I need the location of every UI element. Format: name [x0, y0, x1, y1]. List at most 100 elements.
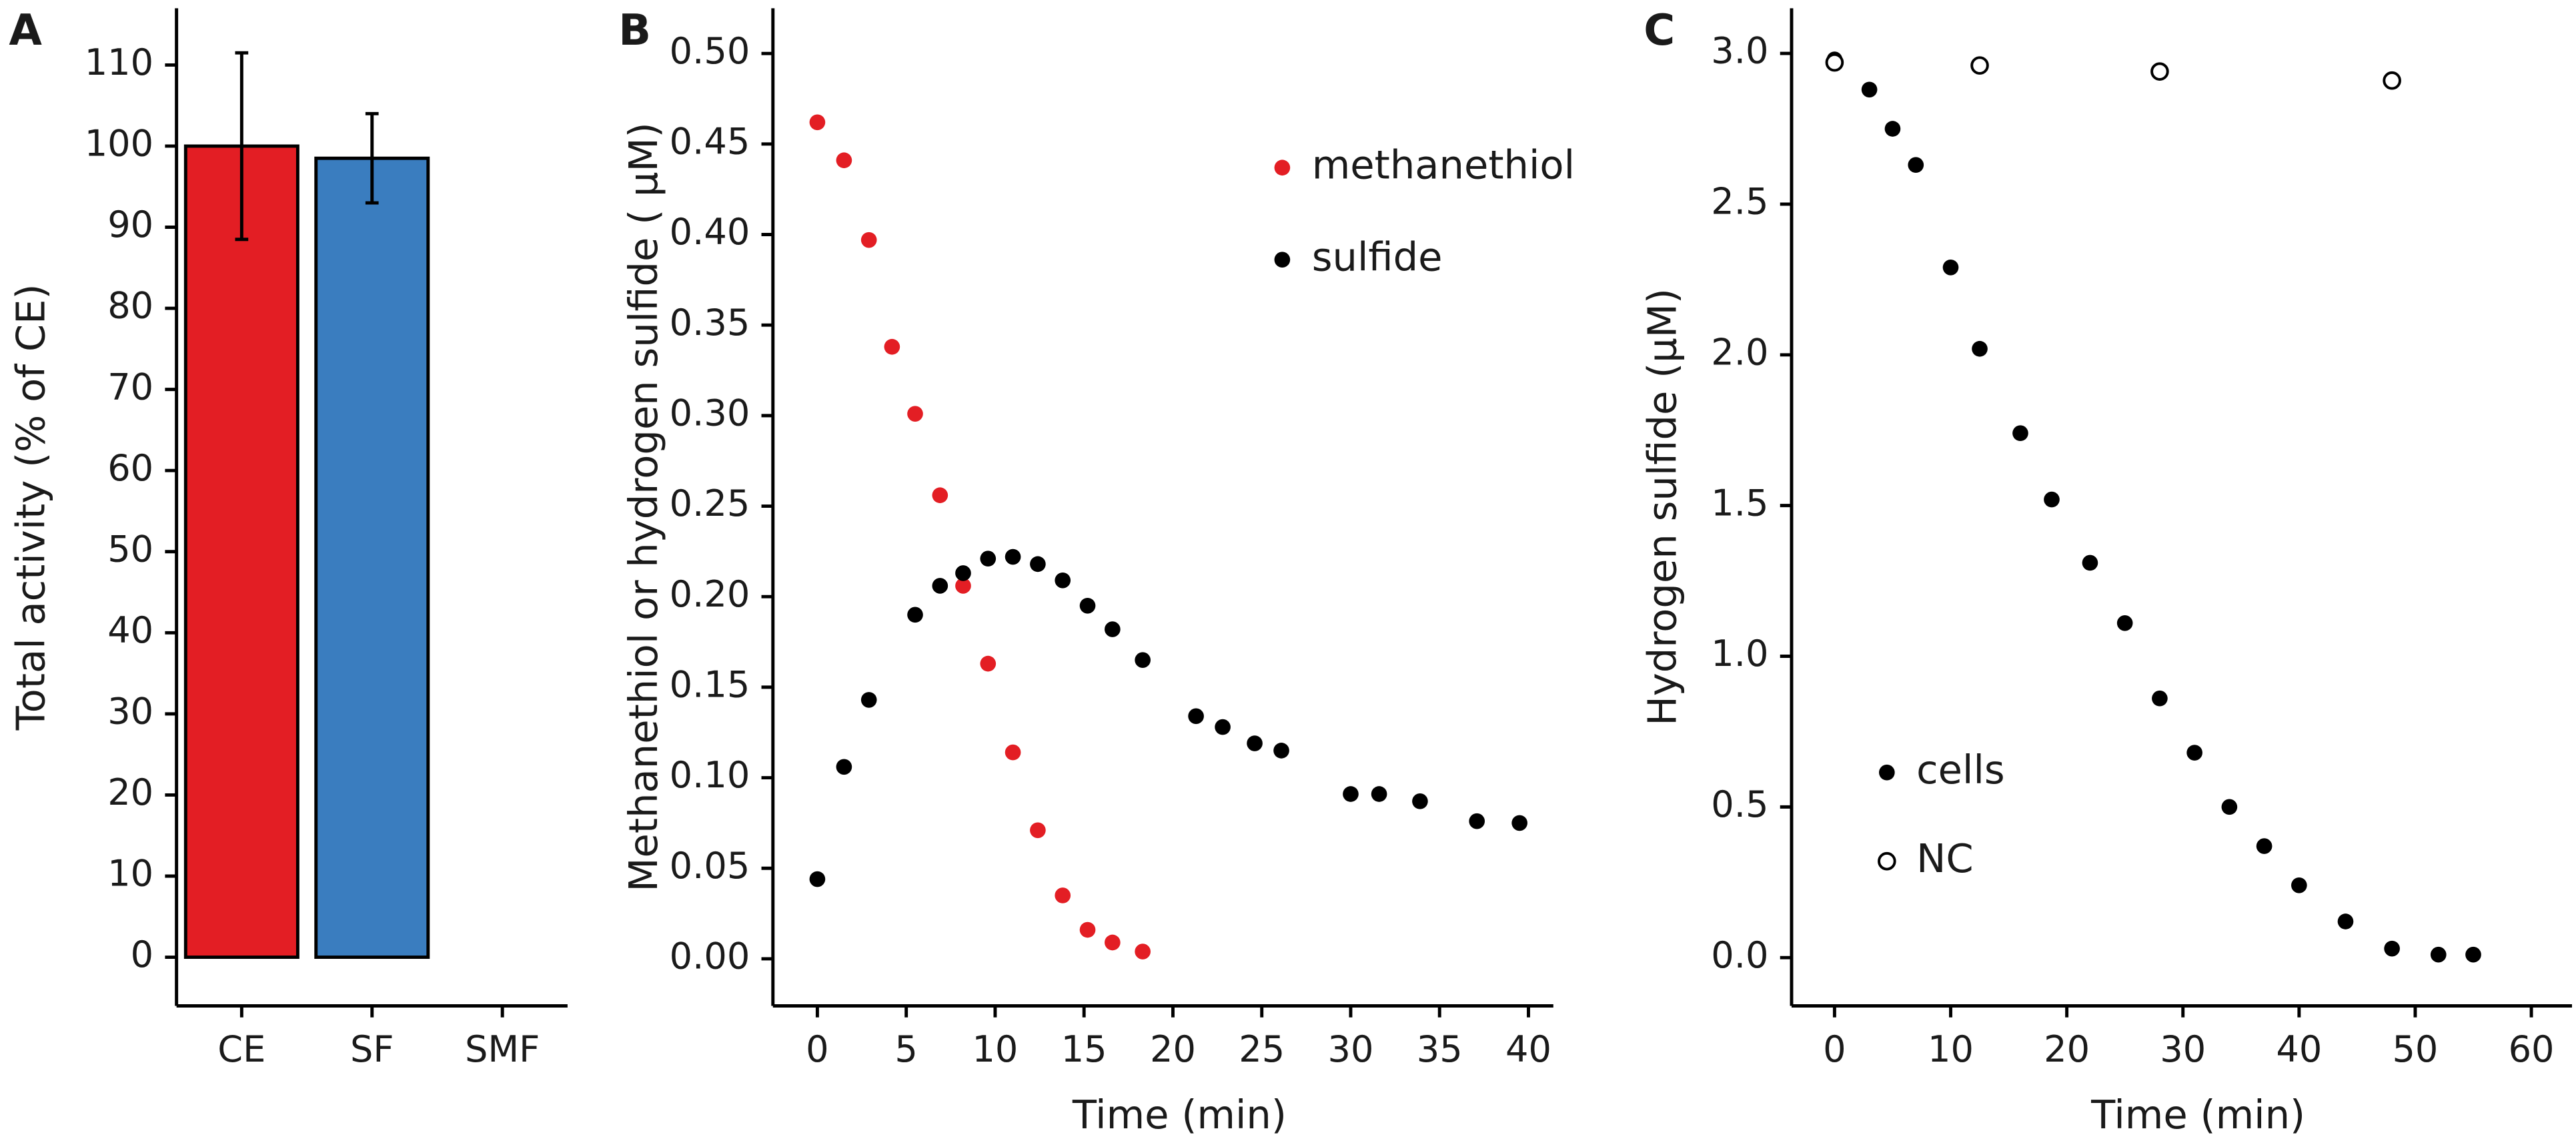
point: [1412, 793, 1428, 809]
point: [2384, 940, 2400, 957]
y-tick-label: 0.35: [670, 302, 750, 344]
point: [1215, 719, 1231, 735]
legend-marker: [1878, 851, 1896, 871]
point: [2465, 946, 2481, 963]
point: [860, 232, 877, 248]
y-tick-label: 0.25: [670, 482, 750, 524]
x-tick-label: 0: [1823, 1028, 1846, 1070]
legend-label: methanethiol: [1312, 141, 1575, 187]
point: [884, 338, 900, 355]
point: [1105, 621, 1121, 637]
y-tick-label: 110: [85, 41, 153, 83]
x-tick-label: SMF: [465, 1028, 540, 1070]
point: [1972, 340, 1988, 357]
point: [2186, 745, 2202, 761]
point: [1005, 744, 1021, 761]
point: [1273, 743, 1289, 759]
bar: [314, 156, 430, 960]
point: [2291, 877, 2307, 893]
point: [932, 578, 948, 594]
point: [1884, 121, 1901, 137]
x-tick-label: 20: [1150, 1028, 1196, 1070]
point: [809, 871, 826, 887]
x-tick-label: 25: [1239, 1028, 1285, 1070]
y-tick-label: 0.15: [670, 664, 750, 706]
y-tick-label: 100: [85, 123, 153, 165]
y-axis-title: Methanethiol or hydrogen sulfide ( μM): [620, 122, 666, 891]
y-tick-label: 0.20: [670, 573, 750, 615]
point: [2116, 615, 2133, 631]
point: [1135, 652, 1151, 669]
x-tick-label: 40: [2276, 1028, 2322, 1070]
legend-marker: [1879, 764, 1895, 781]
y-tick-label: 20: [107, 771, 153, 813]
x-tick-label: 35: [1417, 1028, 1463, 1070]
y-tick-label: 1.0: [1711, 633, 1768, 675]
point: [1343, 786, 1359, 802]
point: [2152, 690, 2168, 707]
y-tick-label: 50: [107, 528, 153, 570]
x-tick-label: 60: [2509, 1028, 2555, 1070]
point: [809, 114, 826, 131]
point: [1135, 943, 1151, 960]
y-tick-label: 30: [107, 691, 153, 733]
x-axis-title: Time (min): [2090, 1092, 2305, 1138]
x-tick-label: 15: [1061, 1028, 1107, 1070]
point: [2150, 62, 2169, 81]
point: [2012, 425, 2028, 442]
y-tick-label: 0.5: [1711, 783, 1768, 825]
y-tick-label: 0: [131, 933, 153, 976]
y-tick-label: 80: [107, 285, 153, 327]
point: [1970, 56, 1989, 75]
x-tick-label: 30: [2160, 1028, 2206, 1070]
point: [1908, 157, 1924, 173]
point: [980, 550, 997, 567]
point: [1055, 887, 1071, 903]
y-tick-label: 1.5: [1711, 482, 1768, 524]
legend-marker: [1274, 159, 1291, 176]
point: [1942, 259, 1959, 276]
bar: [183, 144, 299, 960]
point: [1247, 735, 1263, 751]
y-tick-label: 0.45: [670, 120, 750, 162]
point: [2221, 799, 2238, 815]
point: [980, 655, 997, 672]
legend-marker: [1274, 252, 1291, 268]
x-tick-label: 0: [806, 1028, 828, 1070]
point: [836, 759, 852, 775]
point: [1511, 815, 1527, 831]
point: [1188, 708, 1204, 725]
y-tick-label: 0.05: [670, 845, 750, 887]
y-tick-label: 60: [107, 447, 153, 489]
point: [2337, 913, 2354, 929]
y-tick-label: 10: [107, 853, 153, 895]
point: [2430, 946, 2447, 963]
panel-label: B: [618, 6, 651, 55]
x-tick-label: 20: [2044, 1028, 2090, 1070]
x-axis-title: Time (min): [1072, 1092, 1287, 1138]
point: [1469, 813, 1485, 829]
point: [955, 578, 971, 594]
point: [860, 692, 877, 708]
y-tick-label: 3.0: [1711, 30, 1768, 72]
y-axis-title: Hydrogen sulfide (μM): [1639, 288, 1685, 726]
y-tick-label: 40: [107, 609, 153, 651]
y-tick-label: 0.10: [670, 754, 750, 796]
point: [907, 406, 923, 422]
panel-label: C: [1644, 6, 1675, 55]
y-tick-label: 0.0: [1711, 934, 1768, 976]
point: [2383, 71, 2401, 90]
point: [1005, 548, 1021, 565]
point: [1825, 53, 1844, 72]
point: [2082, 554, 2098, 571]
y-tick-label: 70: [107, 366, 153, 408]
point: [1030, 822, 1046, 839]
point: [2044, 491, 2060, 508]
legend-label: cells: [1916, 747, 2005, 793]
y-tick-label: 0.30: [670, 392, 750, 434]
point: [1030, 556, 1046, 573]
x-tick-label: CE: [217, 1028, 265, 1070]
point: [2256, 838, 2273, 854]
point: [932, 487, 948, 504]
